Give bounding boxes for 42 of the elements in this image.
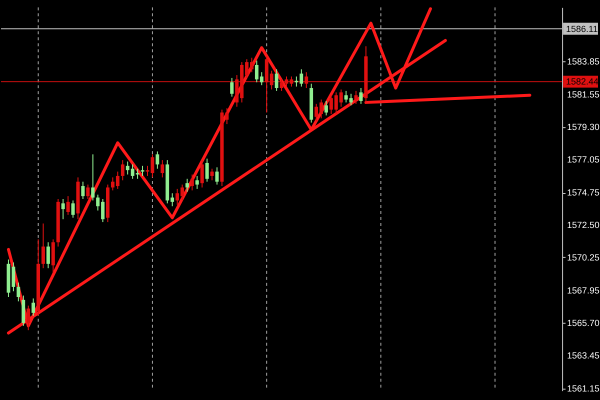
y-tick-label: 1572.50 (567, 220, 600, 230)
candlestick (230, 77, 234, 98)
candlestick (86, 184, 90, 200)
candlestick (359, 88, 363, 104)
y-tick-label: 1583.85 (567, 56, 600, 66)
candlestick (160, 160, 164, 178)
candlestick (41, 223, 45, 269)
y-tick-label: 1579.30 (567, 122, 600, 132)
candlestick (200, 160, 204, 188)
candlestick (274, 68, 278, 92)
candlestick (22, 295, 26, 326)
ref-line-label: 1582.44 (566, 76, 598, 87)
candlestick (91, 154, 95, 201)
y-tick-label: 1563.45 (567, 350, 600, 360)
y-tick-label: 1565.70 (567, 318, 600, 328)
candlestick (215, 166, 219, 186)
candlestick (81, 181, 85, 200)
candlestick (66, 196, 70, 216)
y-tick-label: 1577.05 (567, 154, 600, 164)
candlestick (156, 150, 160, 170)
candlestick (61, 198, 65, 220)
candlestick (190, 174, 194, 191)
candlestick (205, 158, 209, 182)
candlestick (120, 160, 124, 181)
candlestick (51, 238, 55, 274)
y-tick-label: 1581.55 (567, 90, 600, 100)
candlestick (71, 200, 75, 218)
candlestick (32, 298, 36, 316)
y-tick-label: 1567.95 (567, 286, 600, 296)
candlestick (140, 165, 144, 176)
candlestick (324, 100, 328, 116)
candlestick (46, 242, 50, 269)
candlestick (26, 305, 30, 331)
y-tick-label: 1574.75 (567, 188, 600, 198)
y-tick-label: 1561.15 (567, 384, 600, 394)
candlestick (16, 282, 20, 302)
ref-line-label: 1586.11 (566, 24, 598, 34)
candlestick (354, 90, 358, 104)
candlestick (185, 178, 189, 192)
y-tick-label: 1570.25 (567, 252, 600, 262)
candlestick (210, 168, 214, 181)
candlestick (195, 175, 199, 190)
